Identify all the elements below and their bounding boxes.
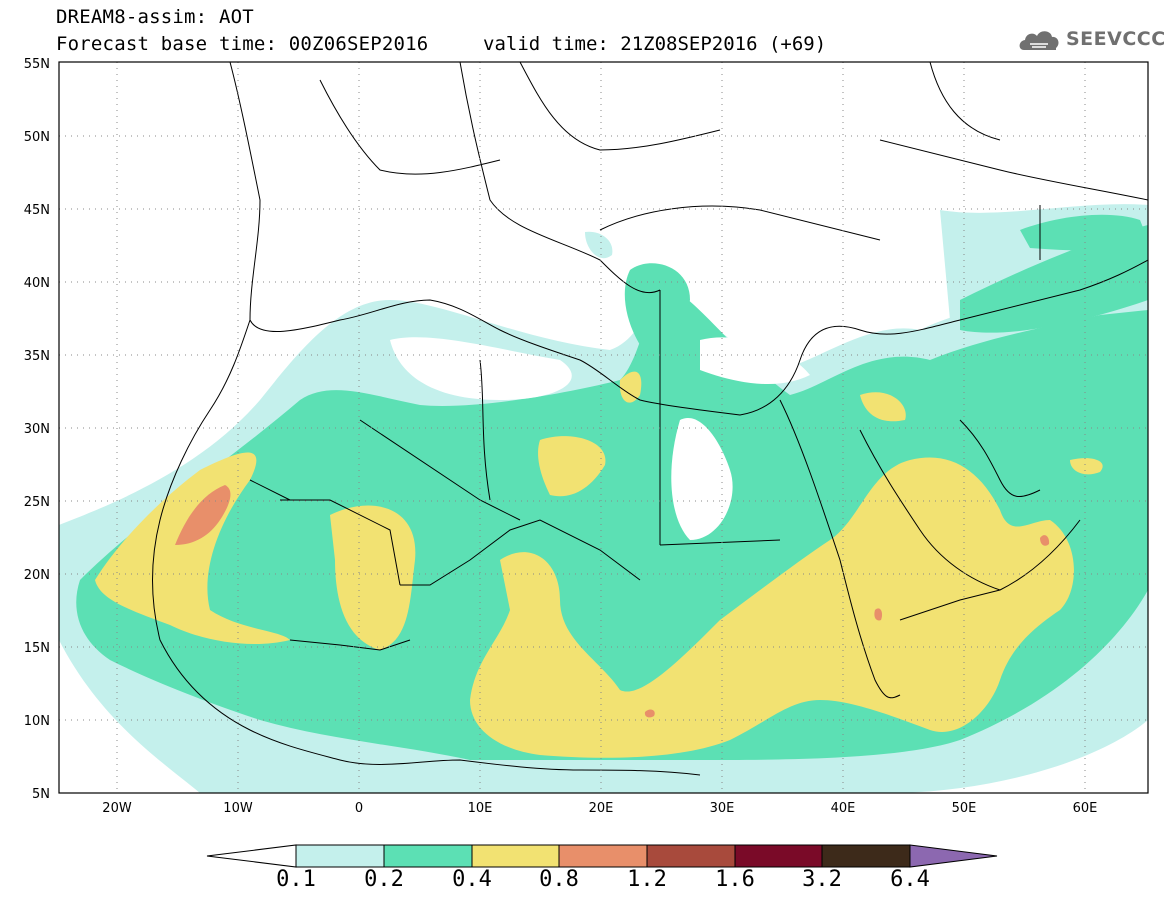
lon-label: 30E [710,801,735,816]
colorbar-label: 0.2 [364,867,404,892]
lat-label: 30N [24,422,50,437]
lon-label: 20E [589,801,614,816]
colorbar-label: 6.4 [890,867,930,892]
lon-label: 10E [468,801,493,816]
lat-label: 50N [24,130,50,145]
colorbar-label: 0.1 [276,867,316,892]
colorbar-swatch [734,844,823,868]
lat-axis: 5N 10N 15N 20N 25N 30N 35N 40N 45N 50N 5… [24,57,50,802]
lat-label: 45N [24,203,50,218]
lon-label: 40E [831,801,856,816]
colorbar-swatch [821,844,911,868]
logo-text: SEEVCCC [1066,28,1165,50]
colorbar-swatch [383,844,473,868]
lon-label: 10W [223,801,253,816]
lat-label: 15N [24,641,50,656]
lon-label: 0 [355,801,363,816]
aot-clear-areas [59,337,810,793]
lat-label: 20N [24,568,50,583]
lat-label: 55N [24,57,50,72]
lon-label: 50E [952,801,977,816]
lat-label: 35N [24,349,50,364]
colorbar-label: 3.2 [802,867,842,892]
aot-field-0.8 [175,485,1050,718]
forecast-base-time: Forecast base time: 00Z06SEP2016 [56,33,429,55]
colorbar [206,844,998,868]
colorbar-label: 1.2 [627,867,667,892]
colorbar-swatch [558,844,648,868]
colorbar-label: 1.6 [715,867,755,892]
coastlines [152,62,1148,776]
colorbar-swatch [646,844,736,868]
valid-time: valid time: 21Z08SEP2016 (+69) [483,33,827,55]
lat-label: 40N [24,276,50,291]
colorbar-swatch [471,844,560,868]
colorbar-label: 0.8 [539,867,579,892]
lon-label: 60E [1073,801,1098,816]
lon-label: 20W [102,801,132,816]
lat-label: 10N [24,714,50,729]
lat-label: 5N [32,787,50,802]
cloud-icon [1019,31,1059,50]
lat-label: 25N [24,495,50,510]
colorbar-swatch [295,844,385,868]
map-frame [58,61,1149,794]
map-title: DREAM8-assim: AOT [56,6,254,28]
lon-axis: 20W 10W 0 10E 20E 30E 40E 50E 60E [102,801,1097,816]
colorbar-under-arrow [206,844,297,868]
colorbar-label: 0.4 [452,867,492,892]
aot-field-0.4 [95,371,1103,758]
colorbar-over-arrow [909,844,998,868]
